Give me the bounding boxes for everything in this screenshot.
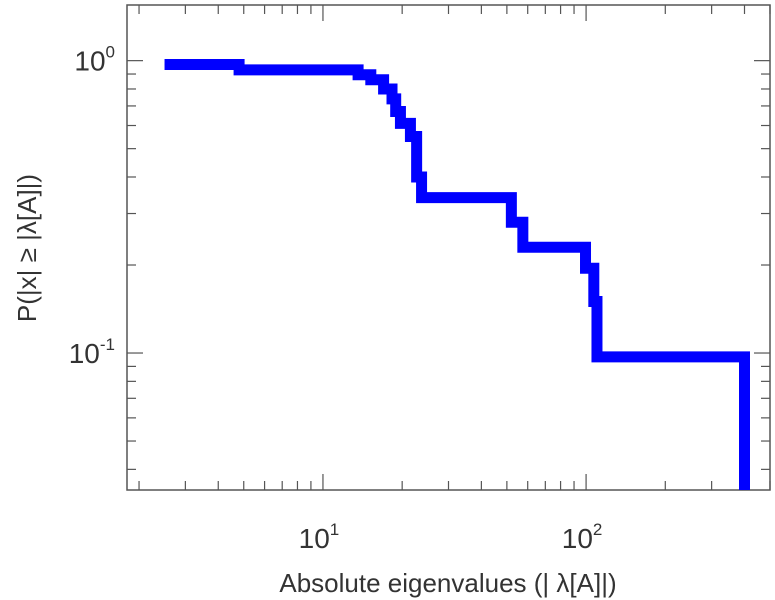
y-tick-label: 100 xyxy=(74,43,115,77)
x-tick-label: 101 xyxy=(299,520,340,554)
axis-ticks xyxy=(127,5,771,490)
plot-frame xyxy=(126,4,771,491)
series-step-line xyxy=(164,59,750,490)
y-tick-label: 10-1 xyxy=(69,335,115,369)
series-layer xyxy=(164,59,750,490)
x-tick-label: 102 xyxy=(562,520,603,554)
tick-labels: 101 102 100 10-1 xyxy=(69,43,603,554)
x-axis-title: Absolute eigenvalues (| λ[A]|) xyxy=(279,568,616,598)
y-axis-title: P(|x| ≥ |λ[A]|) xyxy=(12,174,42,322)
